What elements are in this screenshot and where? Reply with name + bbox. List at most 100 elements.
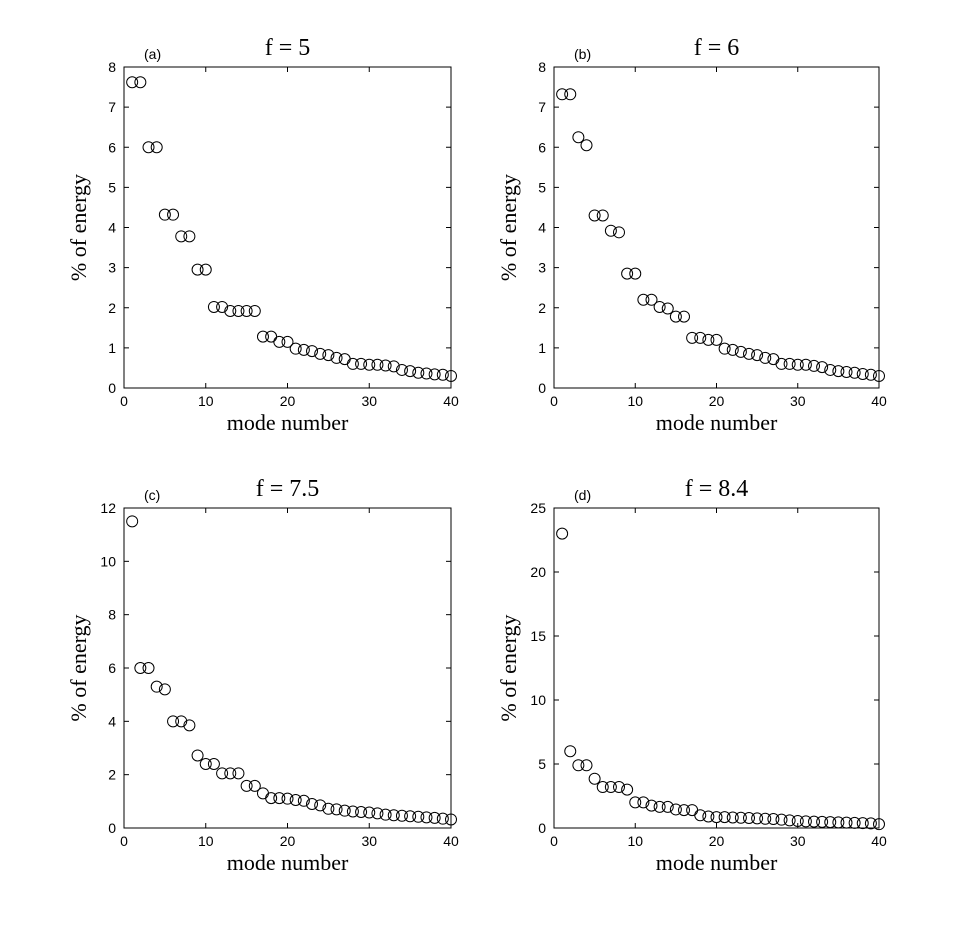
y-tick-label: 8 [538,59,546,75]
data-point [207,758,220,770]
data-point [645,293,658,306]
data-point [613,781,625,794]
data-point [175,715,188,728]
data-point [126,515,139,528]
data-point [767,813,780,826]
data-point [694,809,707,822]
data-point [572,131,585,144]
data-point [199,758,212,770]
data-point [248,304,261,317]
data-point [840,816,853,829]
data-point [167,715,180,728]
y-tick-label: 6 [108,660,116,676]
data-point [580,759,593,772]
x-tick-label: 30 [790,833,806,849]
panel-d: 0 10 20 30 40 0 5 10 15 20 25 f = 8.4 (d) mode number… [496,476,887,875]
data-point [126,76,139,89]
y-tick-label: 6 [538,139,546,155]
data-point [167,208,180,221]
data-point [207,300,220,313]
data-point [306,798,319,810]
y-tick-label: 5 [538,756,546,772]
y-tick-label: 4 [108,713,116,729]
data-point [726,343,739,356]
data-point [596,209,609,222]
data-point [428,811,441,824]
data-point [412,810,425,823]
data-point [445,369,457,382]
x-tick-label: 10 [627,393,643,409]
data-point [346,357,359,370]
data-point [686,804,699,817]
data-point [824,816,837,829]
data-point [702,333,715,346]
x-tick-label: 0 [550,393,558,409]
data-point [436,368,449,381]
plot-frame [553,507,880,829]
data-point [637,796,650,809]
data-point [613,226,625,239]
x-tick-label: 30 [361,833,377,849]
data-point [256,787,269,800]
data-point [718,811,731,824]
data-point [791,358,804,371]
data-point [743,347,755,360]
data-point [873,369,885,382]
y-tick-label: 5 [538,179,546,195]
data-point [678,804,690,817]
x-tick-label: 0 [550,833,558,849]
y-tick-label: 7 [538,99,546,115]
data-point [775,357,788,370]
data-point [240,304,253,317]
data-point [580,139,593,152]
data-point [150,680,163,693]
panel-b: 0 10 20 30 40 0 1 2 3 4 5 6 7 8 f = 6 (b) mode number % o… [496,35,887,435]
data-point [224,767,237,780]
data-point [694,331,707,344]
data-point [191,263,204,276]
x-axis-label: mode number [227,410,349,435]
data-point [759,812,772,825]
y-tick-label: 8 [108,59,116,75]
data-point [142,141,155,154]
data-point [718,342,731,355]
data-point [387,809,400,822]
data-point [289,794,302,806]
data-point [273,335,286,348]
data-point [240,779,253,792]
data-point [256,330,269,343]
y-tick-label: 3 [538,260,546,276]
data-point [314,799,327,812]
x-tick-label: 40 [871,833,887,849]
data-point [158,683,171,696]
x-tick-label: 20 [280,833,296,849]
data-point [661,800,674,813]
data-point [621,267,634,280]
data-point [355,806,368,818]
data-point [330,803,343,816]
x-tick-label: 10 [198,833,214,849]
panel-title: f = 7.5 [256,476,320,502]
data-point [445,813,457,826]
y-tick-label: 0 [108,380,116,396]
data-point [669,310,682,323]
data-point [322,802,335,815]
data-point [297,343,310,356]
data-point [686,331,699,344]
data-point [355,357,368,370]
panel-c: 0 10 20 30 40 0 2 4 6 8 10 12 f = 7.5 (c) mode number%… [66,476,459,875]
data-point [637,293,650,306]
data-point [265,330,278,343]
data-point [783,814,796,827]
y-tick-label: 3 [108,260,116,276]
data-point [404,365,417,378]
data-point [751,349,764,362]
x-tick-label: 20 [709,393,725,409]
data-point [604,781,617,794]
data-point [265,792,278,805]
data-point [864,817,877,830]
y-tick-label: 2 [108,300,116,316]
data-point [588,772,601,785]
panel-a: 0 10 20 30 40 0 1 2 3 4 5 6 7 8 f = 5 (a) mode number % o… [66,35,459,435]
data-point [629,796,642,809]
